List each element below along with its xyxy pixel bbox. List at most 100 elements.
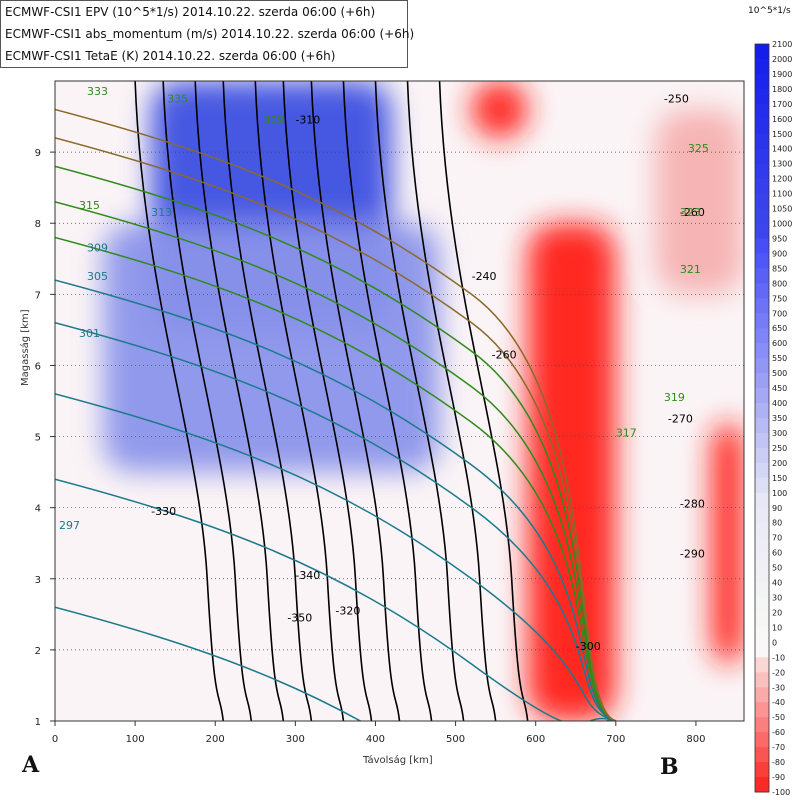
plot-border [54,80,745,722]
colorbar-cell-33 [755,537,769,554]
momentum-label-5: -280 [680,498,705,511]
colorbar-tick-27: 250 [772,444,787,453]
colorbar-tick-7: 1400 [772,145,792,154]
thetae-label-13: 335 [167,92,188,105]
thetae-label-1: 301 [79,327,100,340]
thetae-label-2: 305 [87,270,108,283]
colorbar-tick-15: 850 [772,264,787,273]
thetae-contour-7 [55,165,617,721]
epv-layer [103,81,744,721]
colorbar-cell-1 [755,58,769,75]
colorbar-cell-34 [755,552,769,569]
thetae-contour-2 [55,393,617,721]
colorbar-tick-5: 1600 [772,115,792,124]
colorbar-tick-45: -50 [772,713,785,722]
momentum-label-2: -240 [472,270,497,283]
colorbar-tick-26: 300 [772,429,787,438]
colorbar-cell-23 [755,388,769,404]
colorbar-tick-38: 20 [772,608,782,617]
colorbar-tick-31: 90 [772,504,782,513]
colorbar-tick-23: 450 [772,384,787,393]
colorbar-tick-28: 200 [772,459,787,468]
colorbar-tick-2: 1900 [772,70,792,79]
epv-region-4 [471,81,528,138]
colorbar-cell-35 [755,567,769,584]
colorbar-cell-48 [755,762,769,778]
thetae-contour-9 [55,108,617,721]
thetae-contour-0 [55,606,617,721]
colorbar-tick-16: 800 [772,279,787,288]
colorbar-cell-18 [755,313,769,329]
colorbar-tick-33: 70 [772,534,782,543]
colorbar-frame [754,43,770,793]
colorbar-cell-36 [755,582,769,599]
thetae-contour-6 [55,201,617,721]
colorbar-cell-14 [755,253,769,269]
colorbar-tick-44: -40 [772,698,785,707]
momentum-label-6: -290 [680,547,705,560]
momentum-contour-7 [342,81,433,721]
colorbar-cell-45 [755,717,769,733]
colorbar-cell-30 [755,492,769,509]
epv-region-5 [655,109,744,295]
x-axis-title: Távolság [km] [363,755,433,766]
colorbar-tick-48: -80 [772,758,785,767]
colorbar-tick-3: 1800 [772,85,792,94]
colorbar-cell-32 [755,522,769,539]
colorbar-tick-25: 350 [772,414,787,423]
thetae-label-12: 333 [87,85,108,98]
colorbar-tick-35: 50 [772,564,782,573]
x-tick-label-8: 800 [686,734,705,745]
colorbar-unit: 10^5*1/s [748,6,791,16]
momentum-contour-5 [282,81,373,721]
momentum-label-8: -310 [295,114,320,127]
colorbar-cell-28 [755,462,769,479]
colorbar-tick-21: 550 [772,354,787,363]
colorbar-cell-37 [755,597,769,613]
colorbar-tick-43: -30 [772,683,785,692]
momentum-label-11: -340 [295,569,320,582]
thetae-label-11: 329 [263,114,284,127]
thetae-contour-8 [55,137,617,721]
colorbar-tick-50: -100 [772,788,790,797]
colorbar-cell-47 [755,747,769,763]
colorbar-tick-47: -70 [772,743,785,752]
colorbar-cell-4 [755,103,769,120]
epv-region-1 [103,223,440,473]
y-tick-label-7: 8 [35,219,41,230]
colorbar-tick-6: 1500 [772,130,792,139]
momentum-contour-8 [374,81,465,721]
colorbar-tick-10: 1100 [772,190,792,199]
colorbar-cell-11 [755,208,769,225]
colorbar-cell-2 [755,73,769,90]
colorbar-cell-3 [755,88,769,105]
colorbar-tick-36: 40 [772,579,782,588]
thetae-label-6: 317 [616,427,637,440]
momentum-contour-1 [162,81,253,721]
colorbar-cell-0 [755,44,769,60]
colorbar-cell-39 [755,627,769,643]
y-tick-label-8: 9 [35,148,41,159]
thetae-label-3: 309 [87,242,108,255]
x-tick-label-0: 0 [52,734,58,745]
colorbar-tick-29: 150 [772,474,787,483]
colorbar-tick-34: 60 [772,549,782,558]
y-tick-label-0: 1 [35,717,41,728]
colorbar-cell-16 [755,283,769,299]
x-tick-label-4: 400 [366,734,385,745]
colorbar-tick-4: 1700 [772,100,792,109]
colorbar-cell-24 [755,403,769,419]
colorbar-tick-13: 950 [772,234,787,243]
epv-blur-group [103,81,744,721]
colorbar-cell-40 [755,642,769,658]
momentum-contour-2 [194,81,285,721]
colorbar-tick-14: 900 [772,249,787,258]
y-axis-title: Magasság [km] [20,309,31,386]
epv-region-3 [711,422,744,665]
header-line-epv: ECMWF-CSI1 EPV (10^5*1/s) 2014.10.22. sz… [5,5,376,19]
colorbar-cell-8 [755,163,769,180]
header-line-momentum: ECMWF-CSI1 abs_momentum (m/s) 2014.10.22… [5,27,415,41]
thetae-label-8: 321 [680,263,701,276]
colorbar-cell-17 [755,298,769,314]
